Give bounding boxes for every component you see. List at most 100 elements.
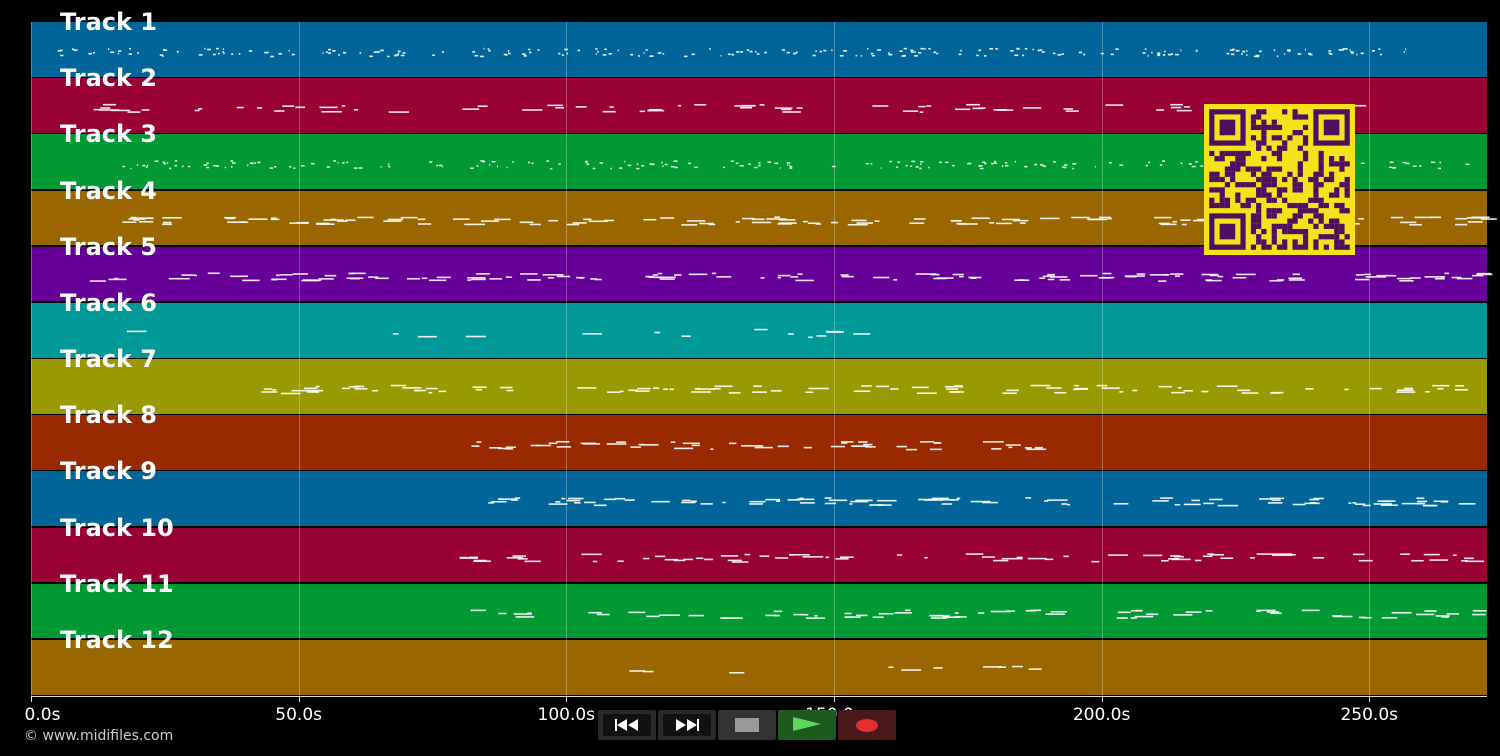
note-mark [359,52,362,54]
note-mark [952,273,964,276]
note-mark [1061,503,1068,505]
note-mark [1355,278,1370,281]
stop-button[interactable] [718,710,776,740]
note-mark [212,53,216,56]
note-mark [754,328,768,331]
note-mark [840,274,849,276]
note-mark [1040,164,1044,166]
note-mark [282,105,295,107]
note-mark [931,497,949,500]
note-mark [739,165,744,167]
note-mark [480,220,499,222]
note-mark [749,50,753,53]
note-mark [1039,277,1045,279]
note-mark [471,278,486,281]
note-mark [649,163,653,165]
note-mark [904,609,911,612]
note-mark [1370,387,1382,390]
note-mark [496,165,498,168]
rewind-button[interactable] [598,710,656,740]
note-mark [270,55,274,58]
note-mark [1267,502,1283,504]
note-mark [436,164,439,167]
note-mark [774,216,781,218]
note-mark [1411,559,1424,562]
track-label: Track 9 [60,457,158,486]
note-mark [914,51,916,53]
note-mark [944,161,949,164]
note-mark [1235,273,1256,276]
note-mark [604,48,607,51]
note-mark [1074,384,1079,387]
track-label: Track 5 [60,232,158,261]
note-mark [110,51,115,54]
note-mark [380,166,382,168]
note-mark [872,105,889,107]
note-mark [1004,164,1009,167]
note-mark [1380,504,1398,507]
note-mark [1269,279,1283,282]
note-mark [579,277,584,279]
note-mark [778,219,796,221]
note-mark [174,164,177,167]
note-mark [735,221,741,223]
note-mark [1001,165,1004,167]
note-mark [476,273,491,275]
note-mark [930,617,948,619]
note-mark [1159,164,1163,166]
note-mark [1196,49,1198,52]
note-mark [128,218,147,220]
note-mark [406,277,421,280]
note-mark [924,556,928,559]
note-mark [441,51,444,53]
note-mark [548,503,568,505]
note-mark [585,161,588,164]
note-mark [59,49,63,52]
note-mark [215,165,219,167]
note-mark [1160,497,1173,499]
note-mark [223,52,225,55]
gridline [833,22,835,696]
note-mark [1163,50,1166,53]
note-mark [1063,555,1069,558]
note-mark [896,166,899,168]
note-mark [888,53,893,56]
note-mark [643,52,645,54]
note-mark [789,165,791,167]
note-mark [1158,385,1172,388]
note-mark [877,49,882,51]
note-mark [1255,54,1260,57]
note-mark [914,55,918,57]
note-mark [337,220,348,222]
note-mark [566,52,569,55]
note-mark [748,163,751,166]
note-mark [1241,53,1243,55]
note-mark [254,162,256,164]
note-mark [1330,53,1333,55]
note-mark [1355,503,1366,506]
note-mark [489,278,502,280]
fast-forward-button[interactable] [658,710,716,740]
note-mark [387,55,390,58]
note-mark [130,167,132,170]
note-mark [1273,49,1276,51]
note-mark [619,167,623,169]
note-mark [1412,165,1417,168]
track-label: Track 10 [60,513,174,542]
note-mark [1259,50,1262,53]
note-mark [1002,392,1017,395]
note-mark [694,103,707,106]
note-mark [561,497,566,500]
note-mark [764,51,768,54]
note-mark [1102,272,1112,275]
note-mark [638,55,640,57]
record-button[interactable] [838,710,896,740]
note-mark [1380,53,1382,56]
note-mark [911,160,916,163]
play-button[interactable] [778,710,836,740]
note-mark [383,220,402,222]
note-mark [1061,166,1066,168]
note-mark [1191,499,1200,502]
note-mark [968,276,982,279]
note-mark [1046,387,1062,389]
